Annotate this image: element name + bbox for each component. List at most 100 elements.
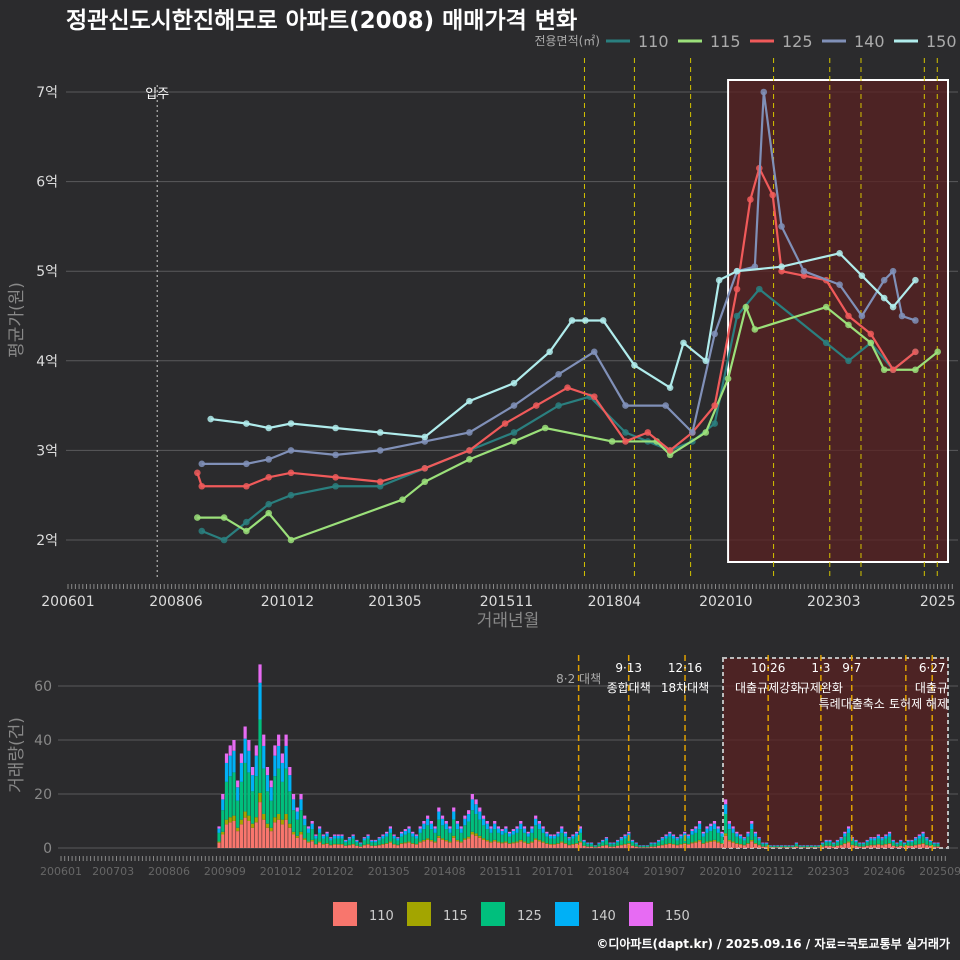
bar-segment-150 xyxy=(619,837,623,839)
bar-segment-150 xyxy=(742,837,746,839)
bar-segment-140 xyxy=(437,811,441,820)
bar-segment-125 xyxy=(887,836,892,844)
legend-swatch-140 xyxy=(555,902,579,926)
bar-segment-125 xyxy=(232,772,236,816)
bar-segment-110 xyxy=(601,845,605,848)
bar-segment-140 xyxy=(265,775,270,792)
bar-segment-150 xyxy=(280,753,284,763)
bar-segment-110 xyxy=(258,802,262,848)
data-point xyxy=(510,379,518,387)
bar-segment-110 xyxy=(910,845,914,848)
bar-segment-125 xyxy=(779,846,784,848)
bar-segment-150 xyxy=(690,829,694,831)
bar-segment-140 xyxy=(910,840,914,843)
bar-segment-115 xyxy=(407,841,411,843)
bar-segment-115 xyxy=(679,843,683,845)
bar-segment-115 xyxy=(552,843,556,845)
bar-segment-150 xyxy=(649,842,653,844)
bar-segment-125 xyxy=(806,846,810,848)
bar-segment-125 xyxy=(258,719,262,793)
bar-segment-150 xyxy=(258,664,262,683)
bar-segment-150 xyxy=(869,837,873,839)
bar-segment-150 xyxy=(571,834,575,836)
bar-segment-110 xyxy=(798,847,802,848)
bar-segment-150 xyxy=(243,726,247,739)
data-point xyxy=(243,482,250,490)
bar-segment-125 xyxy=(861,844,866,847)
bar-segment-150 xyxy=(299,794,303,800)
bar-segment-115 xyxy=(504,841,508,843)
bar-segment-150 xyxy=(843,831,847,834)
bar-segment-125 xyxy=(612,844,616,847)
bar-segment-140 xyxy=(876,835,880,839)
bar-segment-110 xyxy=(481,839,486,848)
bar-segment-110 xyxy=(519,841,523,848)
bar-segment-140 xyxy=(679,835,683,839)
bar-segment-115 xyxy=(452,835,456,838)
bar-segment-125 xyxy=(537,829,541,840)
bar-segment-115 xyxy=(262,813,266,820)
bar-segment-115 xyxy=(541,841,545,843)
bar-segment-140 xyxy=(310,823,314,830)
x-tick-label: 201012 xyxy=(261,594,314,610)
bar-segment-125 xyxy=(474,813,478,834)
y-tick-label: 20 xyxy=(34,787,52,803)
bar-segment-110 xyxy=(511,843,515,848)
data-point xyxy=(501,420,509,427)
data-point xyxy=(689,429,696,436)
bar-segment-115 xyxy=(575,843,579,844)
data-point xyxy=(889,366,897,374)
data-point xyxy=(898,312,906,320)
bar-segment-150 xyxy=(724,799,728,805)
bar-segment-150 xyxy=(232,740,236,751)
bar-segment-150 xyxy=(746,831,750,834)
legend-label-140: 140 xyxy=(591,909,616,924)
data-point xyxy=(198,460,206,468)
bar-segment-150 xyxy=(336,834,340,836)
bar-segment-150 xyxy=(362,837,366,839)
bar-segment-115 xyxy=(496,841,501,843)
bar-segment-140 xyxy=(269,787,273,801)
x-tick-label: 202303 xyxy=(807,865,849,878)
bar-segment-140 xyxy=(649,843,653,845)
bar-segment-150 xyxy=(370,839,374,841)
data-point xyxy=(287,447,295,454)
data-point xyxy=(590,348,598,356)
bar-segment-140 xyxy=(861,843,866,845)
bar-segment-110 xyxy=(746,843,750,848)
bar-segment-140 xyxy=(768,845,772,847)
data-point xyxy=(582,317,589,324)
bar-segment-140 xyxy=(776,845,780,847)
bar-segment-110 xyxy=(362,845,366,848)
bar-segment-150 xyxy=(738,834,743,836)
bar-segment-140 xyxy=(258,682,262,720)
bar-segment-110 xyxy=(359,846,363,848)
bar-segment-150 xyxy=(928,839,933,841)
bar-segment-115 xyxy=(336,843,340,845)
bar-segment-150 xyxy=(452,807,456,812)
bar-segment-150 xyxy=(675,837,679,839)
annotation-date: 1·3 xyxy=(811,661,830,675)
bar-segment-125 xyxy=(776,846,780,848)
bar-segment-140 xyxy=(444,823,448,830)
bar-segment-110 xyxy=(932,846,936,848)
bar-segment-110 xyxy=(288,827,292,848)
bar-segment-110 xyxy=(619,845,623,848)
bar-segment-150 xyxy=(414,834,419,836)
data-point xyxy=(711,330,718,338)
bar-segment-115 xyxy=(526,843,530,844)
bar-segment-150 xyxy=(437,807,441,812)
bar-segment-110 xyxy=(679,844,683,848)
bar-segment-150 xyxy=(765,842,769,844)
data-point xyxy=(608,438,616,445)
bar-segment-125 xyxy=(761,844,765,847)
bar-segment-115 xyxy=(284,813,288,820)
bar-segment-140 xyxy=(288,775,292,792)
bar-segment-125 xyxy=(563,836,568,844)
bar-segment-150 xyxy=(873,837,877,839)
data-point xyxy=(769,191,776,199)
bar-segment-140 xyxy=(224,762,229,782)
bar-segment-110 xyxy=(716,842,720,848)
bar-segment-110 xyxy=(768,847,772,848)
